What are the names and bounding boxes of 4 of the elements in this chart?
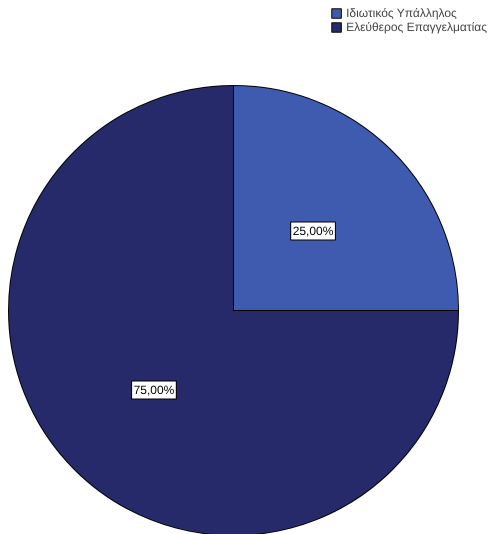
data-label: 25,00% bbox=[292, 224, 334, 238]
data-label: 75,00% bbox=[134, 383, 175, 398]
legend-label: Ιδιωτικός Υπάλληλος bbox=[346, 6, 457, 20]
legend-label: Ελεύθερος Επαγγελματίας bbox=[346, 20, 487, 34]
